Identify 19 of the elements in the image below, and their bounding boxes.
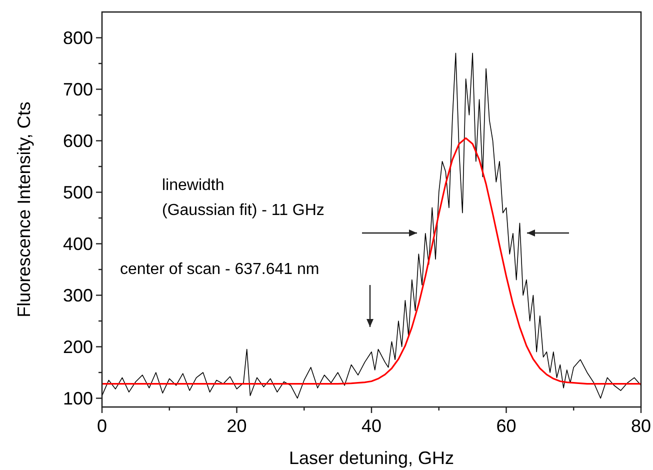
- y-tick-label: 300: [62, 286, 93, 306]
- y-tick-label: 200: [62, 337, 93, 358]
- annotation: linewidth (Gaussian fit) - 11 GHz: [162, 177, 324, 219]
- x-tick-label: 20: [226, 416, 247, 436]
- y-axis-title: Fluorescence Intensity, Cts: [14, 102, 34, 318]
- x-axis-title: Laser detuning, GHz: [288, 448, 454, 468]
- x-tick-label: 0: [96, 416, 108, 436]
- x-tick-label: 80: [630, 416, 652, 436]
- y-tick-label: 700: [62, 80, 93, 100]
- y-tick-label: 600: [62, 131, 93, 152]
- y-tick-label: 400: [62, 234, 93, 254]
- line-series: [102, 52, 641, 399]
- x-tick-label: 60: [496, 416, 516, 436]
- y-tick-label: 800: [62, 28, 93, 48]
- x-tick-label: 40: [361, 416, 382, 436]
- y-tick-label: 100: [62, 388, 93, 409]
- y-tick-label: 500: [62, 182, 93, 203]
- line-series: [102, 137, 641, 385]
- annotation: center of scan - 637.641 nm: [120, 261, 320, 278]
